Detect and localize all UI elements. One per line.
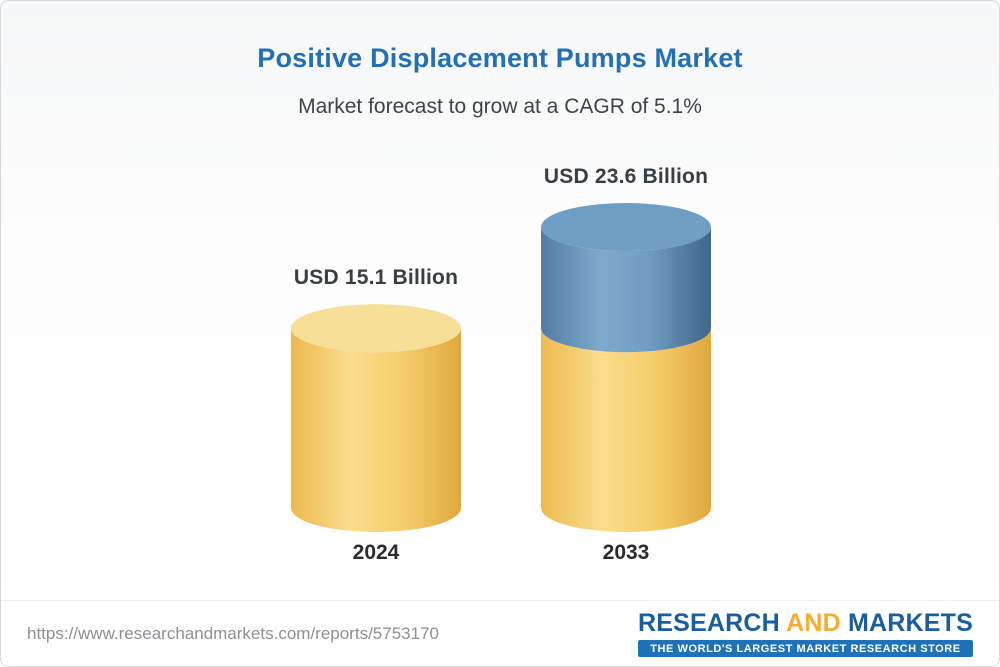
cylinder-2033-growth-segment — [541, 227, 711, 353]
header: Positive Displacement Pumps Market Marke… — [1, 43, 999, 119]
page-title: Positive Displacement Pumps Market — [257, 43, 743, 73]
report-url: https://www.researchandmarkets.com/repor… — [27, 623, 439, 643]
cylinder-2033-base-segment — [541, 328, 711, 532]
value-label-2024: USD 15.1 Billion — [293, 266, 459, 290]
logo-wordmark: RESEARCH AND MARKETS — [637, 608, 973, 637]
logo-word-markets: MARKETS — [847, 608, 973, 637]
page-subtitle: Market forecast to grow at a CAGR of 5.1… — [298, 95, 702, 118]
cylinder-2024-top — [291, 304, 461, 353]
logo-word-research: RESEARCH — [637, 608, 780, 637]
cylinder-2033-top — [541, 203, 711, 251]
cylinder-2024-base-segment — [291, 328, 461, 532]
value-label-2033: USD 23.6 Billion — [543, 165, 709, 188]
category-label-2024: 2024 — [352, 541, 400, 564]
footer: https://www.researchandmarkets.com/repor… — [1, 600, 999, 666]
logo-word-and: AND — [786, 608, 841, 637]
research-and-markets-logo: RESEARCH AND MARKETS THE WORLD'S LARGEST… — [637, 608, 973, 657]
logo-tagline: THE WORLD'S LARGEST MARKET RESEARCH STOR… — [637, 639, 973, 657]
category-label-2033: 2033 — [602, 541, 650, 564]
